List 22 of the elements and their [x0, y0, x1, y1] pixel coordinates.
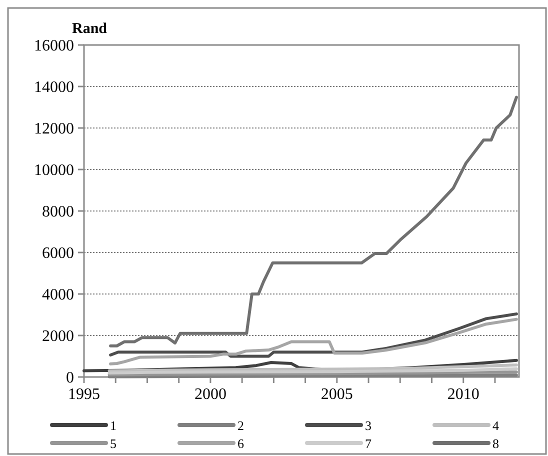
legend-label: 4	[492, 418, 500, 433]
x-tick-label: 1995	[68, 386, 100, 403]
y-tick-label: 10000	[34, 162, 74, 180]
legend-label: 3	[365, 418, 372, 433]
y-tick-label: 16000	[34, 38, 74, 55]
y-tick-label: 14000	[34, 79, 74, 96]
y-tick-label: 6000	[42, 245, 74, 262]
x-tick-label: 2000	[194, 386, 226, 403]
legend-label: 7	[365, 436, 372, 451]
y-tick-label: 0	[66, 370, 74, 387]
legend-label: 2	[238, 418, 244, 433]
y-tick-label: 12000	[34, 120, 74, 138]
y-tick-label: 2000	[42, 328, 74, 346]
legend-label: 1	[110, 418, 116, 433]
x-tick-label: 2005	[320, 386, 353, 403]
y-axis-title: Rand	[72, 21, 108, 37]
legend-label: 8	[492, 436, 499, 451]
legend-label: 6	[238, 436, 244, 451]
y-tick-label: 4000	[42, 286, 74, 304]
x-tick-label: 2010	[447, 386, 480, 403]
y-tick-label: 8000	[42, 204, 74, 221]
legend-label: 5	[110, 436, 116, 451]
